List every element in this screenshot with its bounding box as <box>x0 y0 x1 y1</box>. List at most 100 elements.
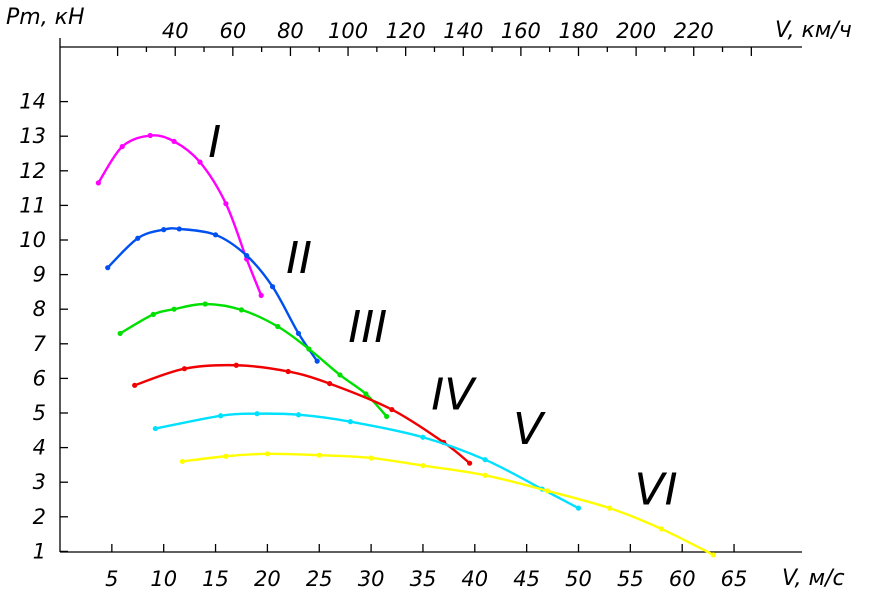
y-tick-label: 10 <box>19 228 46 252</box>
top-tick-label: 160 <box>501 19 541 43</box>
data-point <box>135 235 141 241</box>
data-point <box>176 226 182 232</box>
data-point <box>389 406 395 413</box>
x-tick-label: 50 <box>565 567 592 591</box>
top-tick-label: 60 <box>219 19 246 43</box>
x-tick-label: 65 <box>721 567 748 591</box>
data-point <box>147 132 153 139</box>
series-label: I <box>208 117 221 168</box>
series-label: VI <box>634 465 677 516</box>
series-iii <box>117 301 390 420</box>
data-point <box>269 284 276 290</box>
y-tick-label: 6 <box>33 366 46 390</box>
top-tick-label: 120 <box>386 19 426 43</box>
x-tick-label: 60 <box>669 567 696 591</box>
y-tick-label: 4 <box>33 436 46 460</box>
series-line <box>134 363 471 465</box>
y-tick-label: 2 <box>33 505 46 529</box>
data-point <box>171 306 177 312</box>
y-tick-label: 8 <box>33 297 46 321</box>
series-line <box>97 134 263 296</box>
top-tick-label: 180 <box>558 19 598 43</box>
data-point <box>218 413 224 419</box>
y-tick-label: 5 <box>33 401 46 425</box>
data-point <box>368 455 374 461</box>
x-tick-label: 55 <box>617 567 644 591</box>
series-layer <box>95 132 716 558</box>
data-point <box>295 412 302 418</box>
x-tick-label: 30 <box>358 567 385 591</box>
data-point <box>710 552 716 558</box>
data-point <box>544 488 550 494</box>
data-point <box>347 419 353 425</box>
data-point <box>223 201 229 207</box>
series-label: IV <box>431 370 477 421</box>
x-tick-label: 15 <box>202 567 229 591</box>
x-tick-label: 5 <box>105 567 118 591</box>
data-point <box>223 453 229 459</box>
series-v <box>152 411 582 511</box>
data-point <box>117 330 123 337</box>
y-tick-label: 13 <box>19 124 46 148</box>
data-point <box>150 311 156 317</box>
data-point <box>275 323 281 330</box>
x-tick-label: 20 <box>254 567 281 591</box>
data-point <box>161 227 167 233</box>
x-axis-title: V, м/с <box>782 566 845 591</box>
data-point <box>607 505 613 511</box>
y-axis-title: Pm, кН <box>6 5 85 30</box>
data-point <box>171 138 177 144</box>
data-point <box>119 143 125 150</box>
data-point <box>202 301 208 307</box>
top-ticks: 40 60 80 100 120 140 160 180 200 220 <box>116 19 752 56</box>
top-tick-label: 100 <box>328 19 368 43</box>
y-tick-label: 12 <box>19 159 46 183</box>
data-point <box>258 292 264 298</box>
data-point <box>233 362 239 368</box>
x-tick-label: 35 <box>410 567 437 591</box>
data-point <box>132 382 138 388</box>
top-tick-label: 80 <box>277 19 304 43</box>
data-point <box>181 366 188 372</box>
x-tick-label: 45 <box>513 567 540 591</box>
data-point <box>285 368 291 375</box>
data-point <box>467 460 473 466</box>
y-tick-label: 1 <box>33 539 46 563</box>
data-point <box>384 413 390 420</box>
top-tick-label: 140 <box>443 19 483 43</box>
top-tick-label: 200 <box>616 19 656 43</box>
data-point <box>295 330 302 337</box>
y-tick-label: 3 <box>33 470 46 494</box>
data-point <box>264 451 270 457</box>
top-tick-label: 40 <box>162 19 189 43</box>
data-point <box>306 346 312 352</box>
data-point <box>420 462 426 469</box>
data-point <box>363 391 369 397</box>
data-point <box>105 265 111 271</box>
data-point <box>420 434 426 440</box>
data-point <box>575 505 582 511</box>
series-label: III <box>348 302 387 353</box>
data-point <box>179 458 185 465</box>
data-point <box>327 380 333 387</box>
data-point <box>482 457 488 463</box>
y-tick-label: 9 <box>33 263 46 287</box>
series-line <box>119 302 388 418</box>
top-axis-title: V, км/ч <box>775 18 852 43</box>
series-label: V <box>513 404 546 455</box>
data-point <box>658 526 665 532</box>
series-vi <box>179 451 716 558</box>
y-tick-label: 14 <box>19 90 46 114</box>
data-point <box>152 425 159 432</box>
x-tick-label: 25 <box>306 567 333 591</box>
top-tick-label: 220 <box>674 19 714 43</box>
data-point <box>212 232 219 238</box>
data-point <box>244 252 250 259</box>
data-point <box>316 452 322 458</box>
series-i <box>95 132 264 298</box>
y-tick-label: 11 <box>19 193 46 217</box>
series-ii <box>105 226 320 364</box>
